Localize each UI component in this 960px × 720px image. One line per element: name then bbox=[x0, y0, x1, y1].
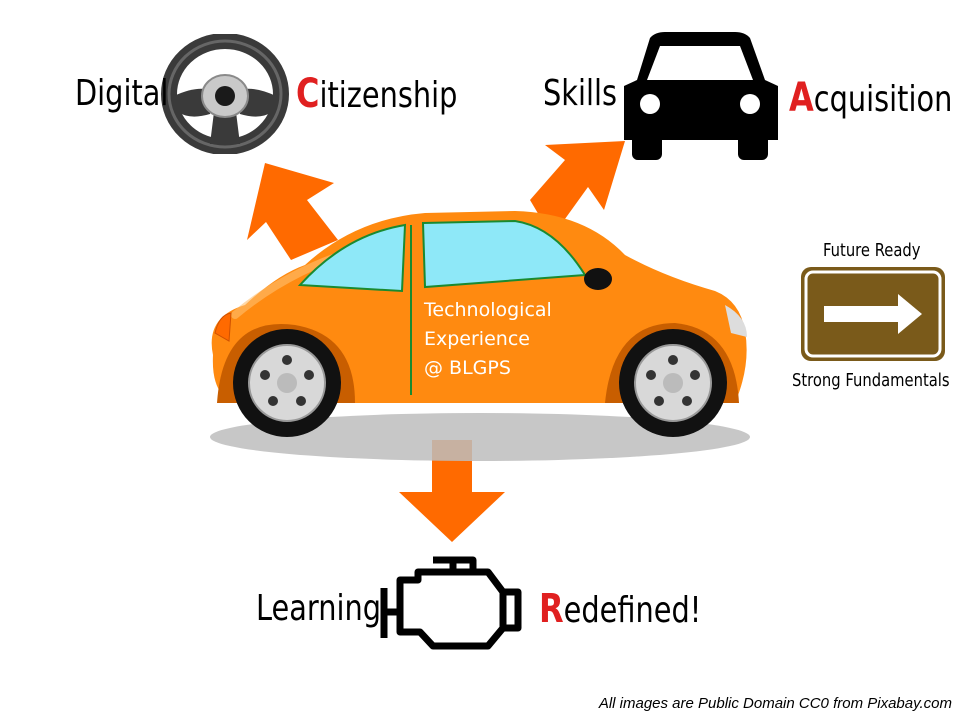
sign-top-label: Future Ready bbox=[823, 240, 921, 261]
arrow-down bbox=[399, 440, 505, 542]
arrow-up-left bbox=[247, 163, 338, 260]
credit-text: All images are Public Domain CC0 from Pi… bbox=[598, 695, 952, 712]
car-text-line-1: Technological bbox=[424, 299, 552, 321]
label-initial: A bbox=[789, 75, 814, 121]
label-digital-citizenship: Digital bbox=[75, 76, 168, 112]
arrow-up-right bbox=[530, 141, 625, 237]
sign-bottom-label: Strong Fundamentals bbox=[792, 370, 950, 391]
road-sign bbox=[801, 267, 945, 361]
label-rest: edefined! bbox=[563, 590, 702, 631]
label-rest: cquisition bbox=[813, 79, 953, 120]
label-rest: itizenship bbox=[319, 75, 458, 116]
label-acquisition: Acquisition bbox=[789, 78, 952, 118]
central-car bbox=[210, 211, 750, 461]
car-text-line-2: Experience bbox=[424, 328, 530, 350]
front-wheel bbox=[619, 329, 727, 437]
right-arrow-icon bbox=[824, 294, 922, 334]
car-front-icon bbox=[624, 32, 778, 160]
label-redefined: Redefined! bbox=[539, 589, 701, 629]
engine-icon bbox=[380, 556, 522, 650]
car-text-line-3: @ BLGPS bbox=[424, 357, 511, 379]
rear-wheel bbox=[233, 329, 341, 437]
label-initial: C bbox=[296, 71, 320, 117]
label-prefix: Learning bbox=[256, 588, 382, 629]
label-citizenship: Citizenship bbox=[296, 74, 457, 114]
label-prefix: Digital bbox=[75, 73, 169, 114]
label-initial: R bbox=[539, 586, 564, 632]
label-prefix: Skills bbox=[543, 73, 617, 114]
label-skills: Skills bbox=[543, 76, 617, 112]
label-learning: Learning bbox=[256, 591, 381, 627]
steering-wheel-icon bbox=[161, 34, 289, 154]
